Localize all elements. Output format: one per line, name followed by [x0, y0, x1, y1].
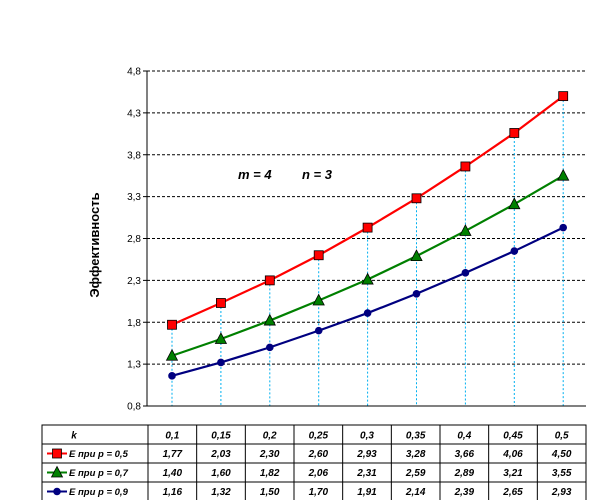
- table-cell: 2,60: [308, 449, 329, 460]
- data-point: [314, 326, 323, 335]
- table-header-x: 0,4: [457, 431, 471, 442]
- table-cell: 2,89: [454, 468, 475, 479]
- table-header-k: k: [71, 431, 77, 442]
- table-header-x: 0,25: [309, 431, 329, 442]
- data-point: [168, 372, 176, 380]
- table-cell: 1,16: [163, 487, 183, 498]
- legend-key-marker: [53, 487, 61, 496]
- table-header-x: 0,3: [360, 431, 374, 442]
- table-cell: 1,40: [163, 468, 183, 479]
- y-axis-label: Эффективность: [87, 192, 102, 297]
- legend-key-marker: [50, 465, 64, 478]
- data-point: [217, 358, 225, 367]
- table-cell: 2,93: [356, 449, 377, 460]
- y-tick-label: 4,8: [127, 67, 141, 78]
- data-point: [509, 128, 520, 138]
- table-header-x: 0,2: [263, 431, 277, 442]
- table-cell: 2,93: [551, 487, 572, 498]
- data-point: [559, 223, 567, 232]
- y-tick-label: 1,3: [127, 360, 141, 371]
- table-cell: 3,55: [552, 468, 572, 479]
- data-point: [361, 272, 374, 285]
- data-point: [312, 293, 325, 306]
- data-point: [362, 222, 373, 233]
- data-point: [313, 250, 324, 261]
- data-point: [165, 348, 179, 361]
- data-point: [557, 168, 570, 181]
- data-table: k 0,1 0,15 0,2 0,25 0,3 0,35 0,4 0,45 0,5 E при p …: [41, 424, 587, 500]
- data-point: [510, 247, 519, 255]
- y-tick-label: 0,8: [127, 402, 141, 413]
- table-cell: 1,82: [260, 468, 280, 479]
- table-header-x: 0,15: [211, 431, 231, 442]
- table-cell: 4,06: [502, 449, 523, 460]
- data-point: [459, 224, 472, 236]
- data-point: [412, 289, 421, 298]
- table-cell: 3,28: [406, 449, 426, 460]
- table-cell: 2,65: [502, 487, 523, 498]
- table-cell: 1,70: [309, 487, 329, 498]
- table-cell: 2,59: [405, 468, 426, 479]
- table-cell: 2,30: [259, 449, 280, 460]
- y-tick-label: 4,3: [127, 108, 141, 119]
- legend-key-marker: [52, 448, 62, 459]
- table-header-x: 0,35: [406, 431, 426, 442]
- table-cell: 2,03: [210, 449, 231, 460]
- legend-label: E при p = 0,5: [69, 449, 129, 460]
- data-point: [461, 269, 470, 277]
- data-point: [460, 161, 471, 172]
- axes: [143, 70, 586, 407]
- data-point: [410, 249, 423, 261]
- table-header-x: 0,1: [165, 431, 179, 442]
- data-point: [264, 275, 275, 286]
- data-point: [266, 343, 274, 352]
- table-cell: 1,77: [163, 449, 183, 460]
- table-cell: 2,31: [356, 468, 377, 479]
- data-point: [215, 298, 226, 308]
- data-point: [508, 197, 521, 210]
- table-header-x: 0,45: [503, 431, 523, 442]
- series-markers: [165, 91, 570, 380]
- table-cell: 3,66: [455, 449, 475, 460]
- data-point: [558, 91, 569, 102]
- y-tick-label: 2,3: [127, 276, 141, 287]
- table-cell: 2,39: [454, 487, 475, 498]
- table-header-x: 0,5: [555, 431, 569, 442]
- table-cell: 2,06: [308, 468, 329, 479]
- data-point: [263, 313, 276, 326]
- y-tick-label: 3,8: [127, 150, 141, 161]
- table-cell: 1,91: [357, 487, 377, 498]
- series-line: [171, 226, 564, 377]
- table-cell: 3,21: [503, 468, 523, 479]
- data-point: [411, 193, 422, 204]
- gridlines: [147, 70, 586, 365]
- annotation-m: m = 4: [238, 167, 272, 182]
- data-point: [214, 332, 228, 344]
- table-cell: 1,50: [260, 487, 280, 498]
- legend-label: E при p = 0,7: [69, 468, 129, 479]
- drop-lines: [171, 96, 564, 406]
- annotation-n: n = 3: [302, 167, 333, 182]
- data-point: [363, 309, 372, 317]
- legend-label: E при p = 0,9: [69, 487, 129, 498]
- y-tick-labels: 0,8 1,3 1,8 2,3 2,8 3,3 3,8 4,3 4,8: [127, 67, 141, 413]
- y-tick-label: 2,8: [127, 234, 141, 245]
- table-cell: 1,32: [211, 487, 231, 498]
- y-tick-label: 3,3: [127, 192, 141, 203]
- table-cell: 4,50: [551, 449, 572, 460]
- table-cell: 1,60: [211, 468, 231, 479]
- table-cell: 2,14: [405, 487, 426, 498]
- y-tick-label: 1,8: [127, 318, 141, 329]
- data-point: [167, 319, 177, 330]
